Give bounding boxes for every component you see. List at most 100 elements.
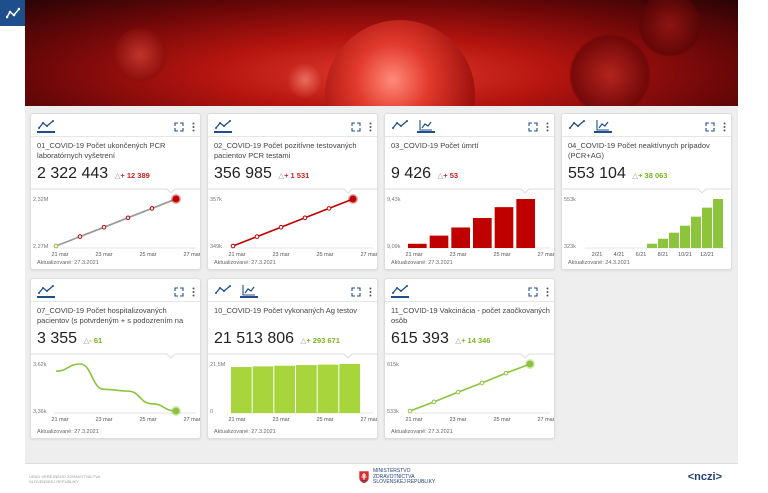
bar-chart-tab-icon[interactable] (417, 119, 435, 133)
bar[interactable] (408, 243, 427, 248)
data-point[interactable] (349, 195, 357, 203)
line-chart-tab-icon[interactable] (37, 119, 55, 133)
x-tick-label: 8/21 (658, 252, 669, 258)
line-chart-tab-icon[interactable] (37, 284, 55, 298)
line-chart-tab-icon[interactable] (214, 119, 232, 133)
data-point[interactable] (479, 380, 485, 386)
data-point[interactable] (149, 206, 155, 211)
line-chart-tab-icon[interactable] (391, 284, 409, 298)
expand-icon[interactable] (528, 284, 538, 302)
bar-chart-tab-icon[interactable] (594, 119, 612, 133)
data-point[interactable] (230, 243, 236, 249)
bar[interactable] (658, 238, 668, 248)
bar[interactable] (713, 199, 723, 248)
dashboard-card[interactable]: 10_COVID-19 Počet vykonaných Ag testov 2… (207, 278, 378, 439)
expand-icon[interactable] (528, 119, 538, 137)
y-min-tick-label: 533k (387, 409, 399, 415)
card-updated: Aktualizované: 24.3.2021 (568, 260, 630, 266)
dashboard-card[interactable]: 01_COVID-19 Počet ukončených PCR laborat… (30, 113, 201, 270)
more-options-icon[interactable] (192, 119, 195, 137)
app-logo[interactable] (0, 0, 25, 26)
data-point[interactable] (77, 234, 83, 239)
bar[interactable] (429, 235, 449, 248)
card-title: 10_COVID-19 Počet vykonaných Ag testov (214, 306, 357, 315)
bar[interactable] (473, 217, 492, 248)
card-chart[interactable]: 3,62k 3,36k 21 mar 23 mar 25 mar 27 mar (31, 353, 200, 427)
x-tick-label: 27 mar (183, 417, 200, 423)
bar[interactable] (494, 207, 514, 248)
bar[interactable] (516, 199, 535, 248)
bar[interactable] (647, 243, 657, 248)
uvz-line1: ÚRAD VEREJNÉHO ZDRAVOTNÍCTVA (29, 474, 101, 479)
card-tools (174, 284, 195, 302)
bar[interactable] (274, 365, 295, 413)
card-view-tabs (391, 284, 409, 298)
more-options-icon[interactable] (369, 284, 372, 302)
bar[interactable] (702, 207, 712, 248)
data-point[interactable] (278, 224, 284, 230)
nczi-logo[interactable]: <nczi> (687, 471, 722, 483)
line-chart-tab-icon[interactable] (568, 119, 586, 133)
data-point[interactable] (455, 389, 461, 395)
card-delta: △+ 1 531 (278, 171, 309, 180)
card-chart[interactable]: 615k 533k 21 mar 23 mar 25 mar 27 mar (385, 353, 554, 427)
expand-icon[interactable] (174, 284, 184, 302)
bar[interactable] (296, 365, 317, 413)
data-point[interactable] (526, 360, 534, 368)
expand-icon[interactable] (351, 119, 361, 137)
data-point[interactable] (503, 370, 509, 376)
dashboard-card[interactable]: 07_COVID-19 Počet hospitalizovaných paci… (30, 278, 201, 439)
line-chart-tab-icon[interactable] (391, 119, 409, 133)
more-options-icon[interactable] (192, 284, 195, 302)
chart-top-divider (31, 188, 200, 194)
data-point[interactable] (125, 215, 131, 221)
data-point[interactable] (53, 243, 59, 249)
more-options-icon[interactable] (546, 284, 549, 302)
x-tick-label: 2/21 (592, 252, 603, 258)
bar[interactable] (252, 366, 274, 413)
data-point[interactable] (172, 407, 180, 415)
data-point[interactable] (172, 195, 180, 203)
data-point[interactable] (101, 224, 107, 230)
data-point[interactable] (431, 399, 437, 405)
bar-chart-tab-icon[interactable] (240, 284, 258, 298)
bar[interactable] (317, 364, 339, 413)
bar[interactable] (339, 364, 360, 413)
expand-icon[interactable] (174, 119, 184, 137)
ministry-logo[interactable]: MINISTERSTVO ZDRAVOTNÍCTVA SLOVENSKEJ RE… (358, 468, 435, 486)
y-max-tick-label: 21,5M (210, 362, 226, 368)
x-tick-label: 21 mar (228, 417, 245, 423)
card-delta-value: + 12 389 (120, 171, 150, 180)
chart-top-divider (385, 353, 554, 359)
bar[interactable] (451, 227, 470, 248)
card-chart[interactable]: 21,5M 0 21 mar 23 mar 25 mar 27 mar (208, 353, 377, 427)
dashboard-card[interactable]: 04_COVID-19 Počet neaktívnych prípadov (… (561, 113, 732, 270)
data-point[interactable] (302, 215, 308, 221)
data-point[interactable] (326, 206, 332, 211)
bar[interactable] (680, 225, 690, 248)
bar[interactable] (669, 232, 679, 248)
data-point[interactable] (407, 408, 413, 414)
bar[interactable] (691, 216, 701, 248)
y-max-tick-label: 615k (387, 362, 399, 368)
card-chart[interactable]: 9,43k 9,09k 21 mar 23 mar 25 mar 27 mar (385, 188, 554, 262)
dashboard-card[interactable]: 03_COVID-19 Počet úmrtí 9 426 △+ 53 Aktu… (384, 113, 555, 270)
dashboard-card[interactable]: 11_COVID-19 Vakcinácia - počet zaočkovan… (384, 278, 555, 439)
more-options-icon[interactable] (723, 119, 726, 137)
more-options-icon[interactable] (546, 119, 549, 137)
delta-triangle-icon: △ (455, 336, 462, 345)
expand-icon[interactable] (351, 284, 361, 302)
uvz-logo[interactable]: ÚRAD VEREJNÉHO ZDRAVOTNÍCTVA SLOVENSKEJ … (29, 474, 100, 484)
data-point[interactable] (254, 234, 260, 239)
bar[interactable] (231, 367, 252, 413)
card-chart[interactable]: 553k 323k 2/21 4/21 6/21 8/21 10/21 12/21 (562, 188, 731, 262)
card-tools (351, 119, 372, 137)
card-chart[interactable]: 357k 349k 21 mar 23 mar 25 mar 27 mar (208, 188, 377, 262)
dashboard-card[interactable]: 02_COVID-19 Počet pozitívne testovaných … (207, 113, 378, 270)
more-options-icon[interactable] (369, 119, 372, 137)
line-chart-tab-icon[interactable] (214, 284, 232, 298)
ministry-line1: MINISTERSTVO (373, 468, 411, 474)
card-delta: △- 61 (84, 336, 103, 345)
expand-icon[interactable] (705, 119, 715, 137)
